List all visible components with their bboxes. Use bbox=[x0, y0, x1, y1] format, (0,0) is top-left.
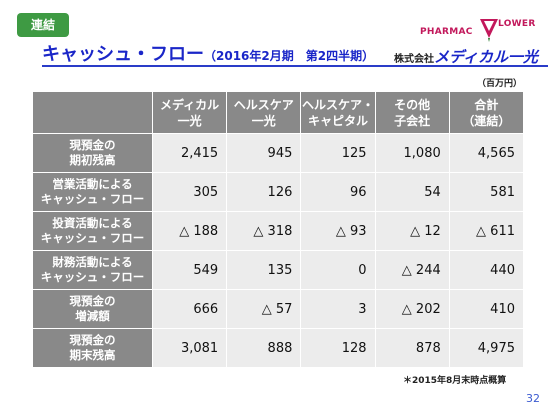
table-cell: 3,081 bbox=[151, 328, 228, 368]
page-title-main: キャッシュ・フロー bbox=[42, 44, 204, 65]
table-cell: 125 bbox=[300, 133, 376, 173]
row-label: 投資活動による キャッシュ・フロー bbox=[32, 211, 153, 251]
table-row: 営業活動による キャッシュ・フロー 305 126 96 54 581 bbox=[32, 172, 525, 212]
table-cell: 888 bbox=[226, 328, 302, 368]
table-cell: 549 bbox=[151, 250, 228, 290]
table-cell: 410 bbox=[448, 289, 525, 329]
table-cell: △ 57 bbox=[226, 289, 302, 329]
cash-flow-table: メディカル 一光 ヘルスケア 一光 ヘルスケア・ キャピタル その他 子会社 合計 （連結… bbox=[32, 91, 525, 368]
row-label: 現預金の 期末残高 bbox=[32, 328, 153, 368]
table-cell: 135 bbox=[226, 250, 302, 290]
table-row: 現預金の 増減額 666 △ 57 3 △ 202 410 bbox=[32, 289, 525, 329]
unit-label: （百万円） bbox=[476, 79, 522, 89]
table-cell: 4,565 bbox=[448, 133, 525, 173]
table-cell: 54 bbox=[374, 172, 450, 212]
table-cell: 4,975 bbox=[448, 328, 525, 368]
table-cell: 945 bbox=[226, 133, 302, 173]
page-title-period: （2016年2月期 第2四半期） bbox=[204, 49, 375, 63]
column-header: メディカル 一光 bbox=[151, 91, 228, 134]
table-row: 現預金の 期末残高 3,081 888 128 878 4,975 bbox=[32, 328, 525, 368]
row-label: 営業活動による キャッシュ・フロー bbox=[32, 172, 153, 212]
table-cell: △ 12 bbox=[374, 211, 450, 251]
table-cell: 2,415 bbox=[151, 133, 228, 173]
table-cell: △ 611 bbox=[448, 211, 525, 251]
page-title: キャッシュ・フロー（2016年2月期 第2四半期） bbox=[42, 40, 374, 66]
table-cell: 3 bbox=[300, 289, 376, 329]
row-label: 現預金の 増減額 bbox=[32, 289, 153, 329]
table-cell: 440 bbox=[448, 250, 525, 290]
table-cell: 96 bbox=[300, 172, 376, 212]
table-cell: 305 bbox=[151, 172, 228, 212]
table-cell: 581 bbox=[448, 172, 525, 212]
column-header: その他 子会社 bbox=[374, 91, 450, 134]
column-header: 合計 （連結） bbox=[448, 91, 525, 134]
logo-text-left: PHARMAC bbox=[420, 27, 473, 37]
company-prefix: 株式会社 bbox=[394, 54, 434, 65]
footnote: ＊2015年8月末時点概算 bbox=[403, 376, 507, 386]
table-cell: 0 bbox=[300, 250, 376, 290]
table-cell: 1,080 bbox=[374, 133, 450, 173]
table-corner bbox=[32, 91, 153, 134]
column-header: ヘルスケア 一光 bbox=[226, 91, 302, 134]
company-name: 株式会社メディカル一光 bbox=[394, 46, 538, 67]
table-cell: 128 bbox=[300, 328, 376, 368]
table-cell: 126 bbox=[226, 172, 302, 212]
pharmac-flower-logo: PHARMAC LOWER bbox=[420, 16, 546, 44]
logo-text-right: LOWER bbox=[498, 19, 536, 29]
table-cell: 878 bbox=[374, 328, 450, 368]
table-row: 現預金の 期初残高 2,415 945 125 1,080 4,565 bbox=[32, 133, 525, 173]
column-header: ヘルスケア・ キャピタル bbox=[300, 91, 376, 134]
table-row: 投資活動による キャッシュ・フロー △ 188 △ 318 △ 93 △ 12 △… bbox=[32, 211, 525, 251]
title-divider bbox=[42, 65, 548, 67]
table-cell: △ 318 bbox=[226, 211, 302, 251]
flower-icon bbox=[480, 19, 498, 42]
consolidated-badge: 連結 bbox=[17, 13, 69, 37]
table-cell: △ 202 bbox=[374, 289, 450, 329]
table-header-row: メディカル 一光 ヘルスケア 一光 ヘルスケア・ キャピタル その他 子会社 合計 （連結… bbox=[32, 91, 525, 134]
row-label: 財務活動による キャッシュ・フロー bbox=[32, 250, 153, 290]
company-brand: メディカル一光 bbox=[434, 48, 538, 66]
page-number: 32 bbox=[526, 392, 540, 405]
table-row: 財務活動による キャッシュ・フロー 549 135 0 △ 244 440 bbox=[32, 250, 525, 290]
table-cell: △ 93 bbox=[300, 211, 376, 251]
table-cell: △ 244 bbox=[374, 250, 450, 290]
table-cell: 666 bbox=[151, 289, 228, 329]
table-cell: △ 188 bbox=[151, 211, 228, 251]
row-label: 現預金の 期初残高 bbox=[32, 133, 153, 173]
